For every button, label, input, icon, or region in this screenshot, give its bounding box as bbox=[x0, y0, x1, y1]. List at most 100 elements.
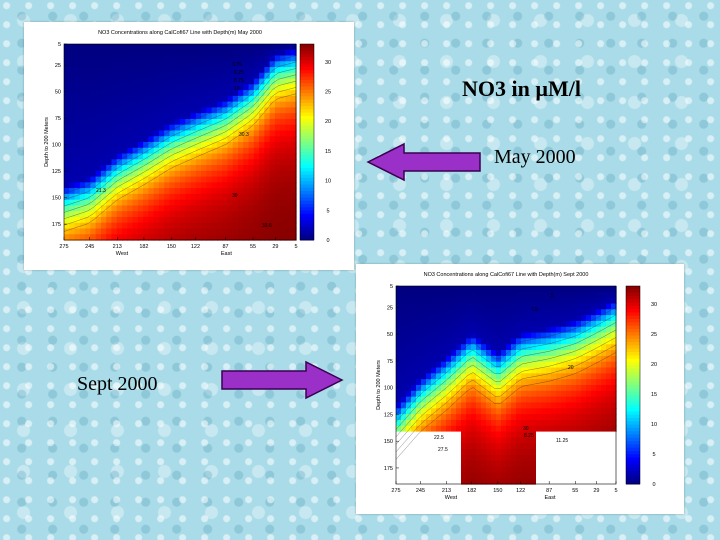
heatmap-cell bbox=[206, 176, 213, 183]
heatmap-cell bbox=[566, 460, 572, 468]
heatmap-cell bbox=[601, 437, 607, 444]
heatmap-cell bbox=[611, 385, 617, 392]
heatmap-cell bbox=[441, 437, 447, 444]
heatmap-cell bbox=[596, 425, 602, 433]
heatmap-cell bbox=[606, 303, 612, 310]
heatmap-cell bbox=[576, 460, 582, 468]
heatmap-cell bbox=[106, 199, 113, 207]
heatmap-cell bbox=[285, 113, 292, 120]
heatmap-cell bbox=[79, 159, 86, 166]
y-tick-label: 175 bbox=[384, 466, 393, 472]
heatmap-cell bbox=[64, 222, 70, 230]
heatmap-cell bbox=[501, 460, 507, 468]
heatmap-cell bbox=[606, 361, 612, 369]
heatmap-cell bbox=[531, 402, 537, 409]
heatmap-cell bbox=[526, 449, 532, 456]
heatmap-cell bbox=[185, 176, 192, 183]
heatmap-cell bbox=[216, 130, 223, 137]
heatmap-cell bbox=[496, 297, 502, 305]
heatmap-cell bbox=[456, 437, 462, 444]
heatmap-cell bbox=[426, 291, 432, 299]
heatmap-cell bbox=[211, 118, 218, 126]
heatmap-cell bbox=[526, 402, 532, 409]
heatmap-cell bbox=[541, 303, 547, 310]
heatmap-cell bbox=[137, 176, 144, 183]
heatmap-cell bbox=[476, 431, 482, 439]
heatmap-cell bbox=[90, 199, 97, 207]
heatmap-cell bbox=[280, 67, 287, 74]
heatmap-cell bbox=[466, 431, 472, 439]
heatmap-cell bbox=[222, 130, 229, 137]
heatmap-cell bbox=[451, 286, 457, 293]
heatmap-cell bbox=[232, 67, 239, 74]
heatmap-cell bbox=[269, 234, 276, 241]
heatmap-cell bbox=[259, 188, 265, 195]
heatmap-cell bbox=[486, 320, 492, 328]
heatmap-cell bbox=[274, 165, 281, 172]
heatmap-cell bbox=[526, 396, 532, 404]
heatmap-cell bbox=[461, 437, 467, 444]
heatmap-cell bbox=[491, 326, 497, 334]
heatmap-cell bbox=[148, 199, 155, 207]
heatmap-cell bbox=[190, 188, 197, 195]
heatmap-cell bbox=[90, 101, 97, 109]
heatmap-cell bbox=[601, 286, 607, 293]
heatmap-cell bbox=[421, 449, 427, 456]
colorbar-segment bbox=[626, 302, 640, 307]
heatmap-cell bbox=[461, 361, 467, 369]
contour-label: 5 bbox=[551, 293, 554, 299]
heatmap-cell bbox=[571, 431, 577, 439]
heatmap-cell bbox=[481, 454, 487, 462]
heatmap-cell bbox=[526, 385, 532, 392]
heatmap-cell bbox=[216, 193, 223, 201]
heatmap-cell bbox=[100, 72, 107, 80]
heatmap-cell bbox=[137, 101, 144, 109]
heatmap-cell bbox=[238, 216, 244, 224]
heatmap-cell bbox=[211, 84, 218, 91]
heatmap-cell bbox=[169, 228, 176, 235]
heatmap-cell bbox=[436, 385, 442, 392]
heatmap-cell bbox=[401, 291, 407, 299]
heatmap-cell bbox=[274, 130, 281, 137]
heatmap-cell bbox=[476, 315, 482, 322]
heatmap-cell bbox=[431, 373, 437, 380]
heatmap-cell bbox=[74, 130, 81, 137]
heatmap-cell bbox=[185, 142, 192, 149]
heatmap-cell bbox=[216, 199, 223, 207]
heatmap-cell bbox=[416, 437, 422, 444]
heatmap-cell bbox=[132, 101, 139, 109]
heatmap-cell bbox=[541, 449, 547, 456]
heatmap-cell bbox=[153, 176, 160, 183]
heatmap-cell bbox=[541, 419, 547, 427]
heatmap-cell bbox=[259, 124, 265, 132]
heatmap-cell bbox=[531, 361, 537, 369]
heatmap-cell bbox=[164, 95, 171, 103]
heatmap-cell bbox=[195, 67, 202, 74]
heatmap-cell bbox=[606, 373, 612, 380]
heatmap-cell bbox=[511, 460, 517, 468]
contour-line bbox=[395, 314, 617, 423]
heatmap-cell bbox=[416, 472, 422, 479]
heatmap-cell bbox=[511, 361, 517, 369]
heatmap-cell bbox=[248, 113, 255, 120]
heatmap-cell bbox=[611, 367, 617, 374]
heatmap-cell bbox=[436, 361, 442, 369]
heatmap-cell bbox=[248, 211, 255, 218]
heatmap-cell bbox=[243, 205, 250, 212]
heatmap-cell bbox=[421, 443, 427, 450]
heatmap-cell bbox=[586, 291, 592, 299]
heatmap-cell bbox=[180, 55, 186, 62]
y-tick-label: 150 bbox=[52, 196, 61, 202]
heatmap-cell bbox=[180, 49, 186, 57]
heatmap-cell bbox=[132, 107, 139, 114]
heatmap-cell bbox=[222, 49, 229, 57]
heatmap-cell bbox=[441, 478, 447, 485]
heatmap-cell bbox=[111, 72, 118, 80]
heatmap-cell bbox=[90, 211, 97, 218]
heatmap-cell bbox=[596, 350, 602, 357]
heatmap-cell bbox=[521, 472, 527, 479]
heatmap-cell bbox=[451, 454, 457, 462]
heatmap-cell bbox=[431, 361, 437, 369]
heatmap-cell bbox=[406, 367, 412, 374]
heatmap-cell bbox=[195, 136, 202, 143]
